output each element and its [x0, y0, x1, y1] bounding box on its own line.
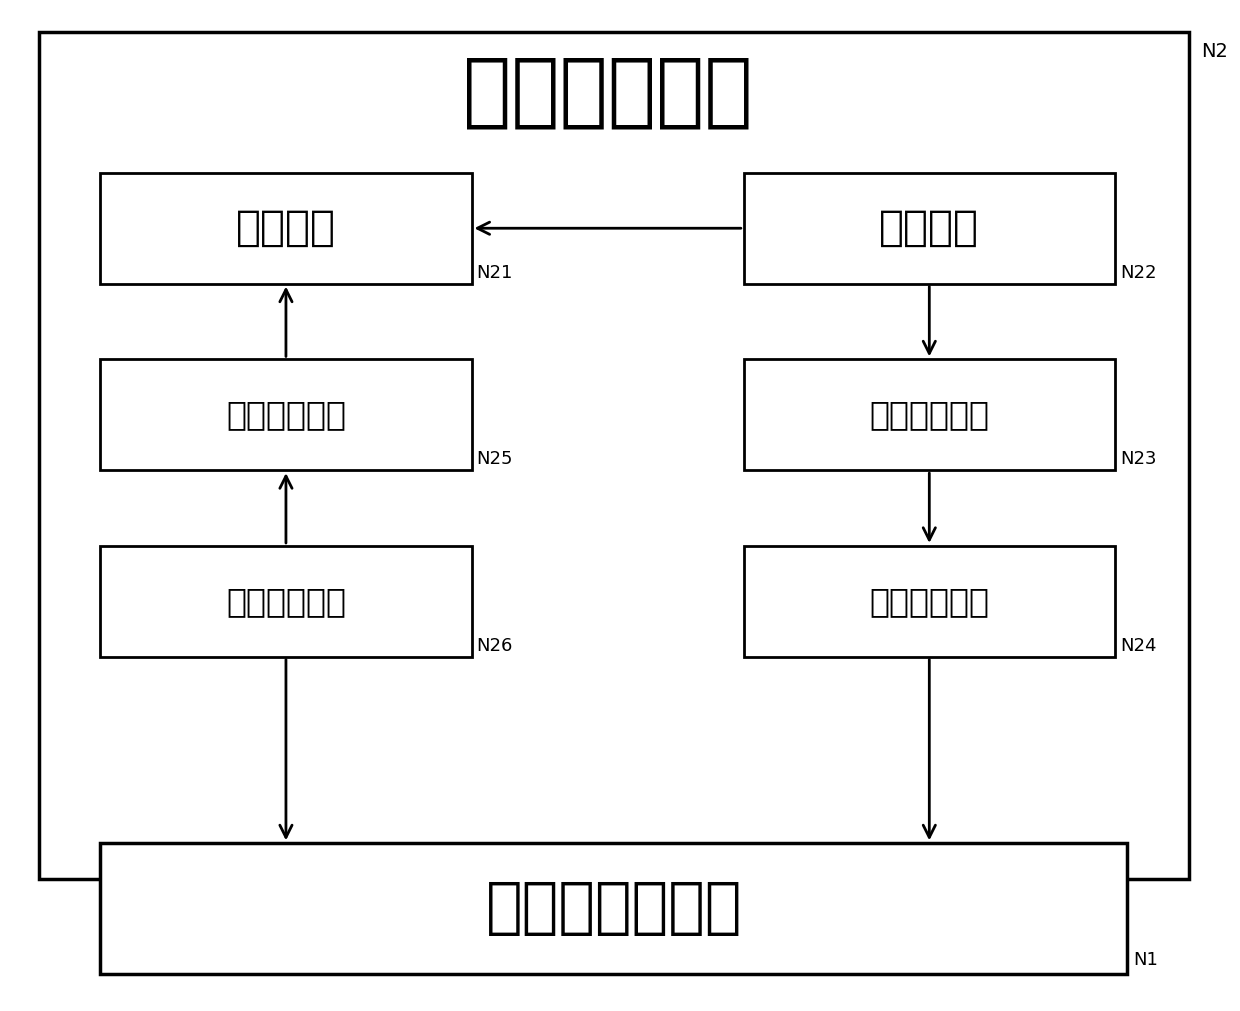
Text: 显示模块: 显示模块 — [236, 207, 336, 250]
Text: N21: N21 — [476, 264, 513, 282]
Text: 编辑模块: 编辑模块 — [879, 207, 980, 250]
Text: 检测系统处理器: 检测系统处理器 — [486, 880, 742, 938]
Text: N26: N26 — [476, 637, 513, 655]
Text: N2: N2 — [1202, 41, 1229, 61]
Text: N22: N22 — [1120, 264, 1157, 282]
Text: N1: N1 — [1133, 951, 1158, 970]
Bar — [100, 359, 471, 470]
Text: N25: N25 — [476, 450, 513, 468]
Bar — [38, 31, 1189, 879]
Bar — [744, 546, 1115, 657]
Text: 信息调取模块: 信息调取模块 — [869, 398, 990, 432]
Bar — [100, 546, 471, 657]
Bar — [100, 843, 1127, 975]
Text: 模数转换模块: 模数转换模块 — [226, 398, 346, 432]
Bar — [100, 173, 471, 284]
Text: 信号输出模块: 信号输出模块 — [869, 584, 990, 618]
Text: N23: N23 — [1120, 450, 1157, 468]
Bar — [744, 359, 1115, 470]
Bar — [744, 173, 1115, 284]
Text: N24: N24 — [1120, 637, 1157, 655]
Text: 信号反馈模块: 信号反馈模块 — [226, 584, 346, 618]
Text: 显示控制模块: 显示控制模块 — [463, 54, 753, 131]
